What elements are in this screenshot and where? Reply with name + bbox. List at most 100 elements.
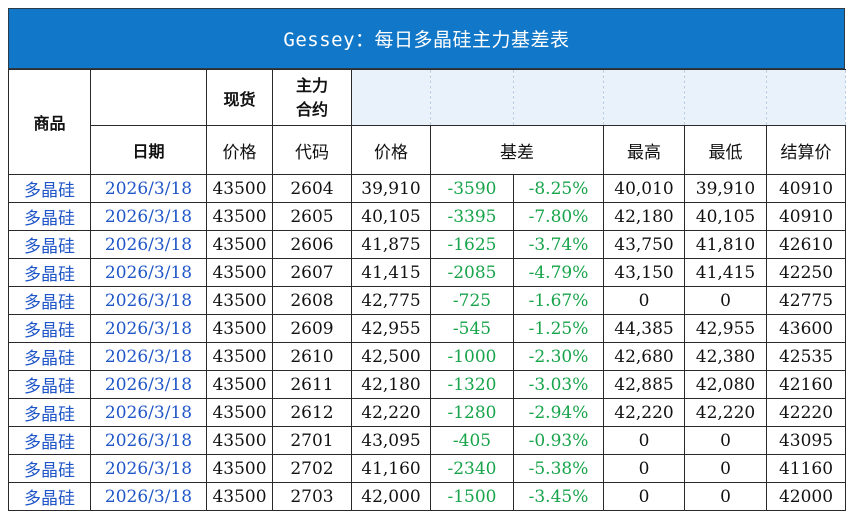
cell-spot-price: 43500: [206, 398, 273, 427]
header-settle: 结算价: [766, 125, 846, 175]
cell-settle: 42220: [766, 398, 846, 427]
cell-basis-pct: -2.30%: [513, 342, 604, 371]
cell-spot-price: 43500: [206, 230, 273, 259]
cell-basis-pct: -3.45%: [513, 482, 604, 511]
header-high: 最高: [603, 125, 685, 175]
cell-high: 0: [603, 482, 685, 511]
cell-contract-code: 2605: [272, 202, 352, 231]
cell-price: 39,910: [351, 174, 431, 203]
cell-low: 41,810: [684, 230, 767, 259]
cell-price: 42,180: [351, 370, 431, 399]
cell-product: 多晶硅: [8, 314, 91, 343]
cell-high: 0: [603, 286, 685, 315]
cell-high: 44,385: [603, 314, 685, 343]
cell-price: 42,955: [351, 314, 431, 343]
cell-price: 42,775: [351, 286, 431, 315]
cell-basis: -405: [430, 426, 514, 455]
cell-contract-code: 2611: [272, 370, 352, 399]
cell-price: 43,095: [351, 426, 431, 455]
cell-low: 42,080: [684, 370, 767, 399]
header-product: 商品: [8, 69, 91, 175]
table-row: 多晶硅 2026/3/18 43500 2609 42,955 -545 -1.25% 44,…: [8, 314, 846, 343]
header-spot-price: 价格: [206, 125, 273, 175]
cell-high: 40,010: [603, 174, 685, 203]
table-row: 多晶硅 2026/3/18 43500 2608 42,775 -725 -1.67% 0 0 4…: [8, 286, 846, 315]
cell-price: 41,415: [351, 258, 431, 287]
cell-price: 40,105: [351, 202, 431, 231]
cell-contract-code: 2607: [272, 258, 352, 287]
cell-high: 42,180: [603, 202, 685, 231]
table-row: 多晶硅 2026/3/18 43500 2702 41,160 -2340 -5.38% 0 0…: [8, 454, 846, 483]
cell-date: 2026/3/18: [90, 482, 207, 511]
cell-spot-price: 43500: [206, 370, 273, 399]
sheet-title: Gessey：每日多晶硅主力基差表: [8, 8, 845, 69]
cell-basis-pct: -2.94%: [513, 398, 604, 427]
cell-basis: -1320: [430, 370, 514, 399]
table-row: 多晶硅 2026/3/18 43500 2701 43,095 -405 -0.93% 0 0 4…: [8, 426, 846, 455]
cell-date: 2026/3/18: [90, 174, 207, 203]
basis-sheet: Gessey：每日多晶硅主力基差表 商品 现货 主力 合约: [8, 8, 846, 511]
cell-date: 2026/3/18: [90, 230, 207, 259]
header-row-2: 日期 价格 代码 价格 基差 最高 最低 结算价: [9, 125, 846, 175]
cell-basis-pct: -0.93%: [513, 426, 604, 455]
table-row: 多晶硅 2026/3/18 43500 2703 42,000 -1500 -3.45% 0 0…: [8, 482, 846, 511]
cell-high: 0: [603, 454, 685, 483]
cell-basis-pct: -1.67%: [513, 286, 604, 315]
cell-low: 39,910: [684, 174, 767, 203]
cell-low: 41,415: [684, 258, 767, 287]
header-blank-cell: [430, 69, 514, 126]
header-blank-cell: [684, 69, 767, 126]
cell-high: 42,885: [603, 370, 685, 399]
cell-contract-code: 2612: [272, 398, 352, 427]
cell-basis: -1625: [430, 230, 514, 259]
cell-product: 多晶硅: [8, 482, 91, 511]
header-price: 价格: [351, 125, 431, 175]
cell-settle: 41160: [766, 454, 846, 483]
cell-low: 42,955: [684, 314, 767, 343]
cell-high: 43,150: [603, 258, 685, 287]
cell-basis: -3590: [430, 174, 514, 203]
cell-basis-pct: -8.25%: [513, 174, 604, 203]
cell-contract-code: 2610: [272, 342, 352, 371]
cell-low: 0: [684, 286, 767, 315]
header-code: 代码: [272, 125, 352, 175]
cell-date: 2026/3/18: [90, 202, 207, 231]
cell-basis-pct: -5.38%: [513, 454, 604, 483]
cell-product: 多晶硅: [8, 174, 91, 203]
cell-basis: -2085: [430, 258, 514, 287]
header-blank-cell: [766, 69, 846, 126]
cell-product: 多晶硅: [8, 230, 91, 259]
cell-price: 42,220: [351, 398, 431, 427]
cell-settle: 42000: [766, 482, 846, 511]
cell-contract-code: 2609: [272, 314, 352, 343]
cell-settle: 42775: [766, 286, 846, 315]
cell-spot-price: 43500: [206, 482, 273, 511]
header-main-contract-line2: 合约: [295, 99, 328, 119]
cell-spot-price: 43500: [206, 454, 273, 483]
cell-basis-pct: -7.80%: [513, 202, 604, 231]
table-row: 多晶硅 2026/3/18 43500 2607 41,415 -2085 -4.79% 43…: [8, 258, 846, 287]
header-blank-cell: [351, 69, 431, 126]
cell-basis: -545: [430, 314, 514, 343]
cell-date: 2026/3/18: [90, 398, 207, 427]
table-row: 多晶硅 2026/3/18 43500 2604 39,910 -3590 -8.25% 40…: [8, 174, 846, 203]
cell-basis: -1280: [430, 398, 514, 427]
cell-settle: 42535: [766, 342, 846, 371]
cell-product: 多晶硅: [8, 454, 91, 483]
cell-basis-pct: -4.79%: [513, 258, 604, 287]
cell-contract-code: 2606: [272, 230, 352, 259]
cell-spot-price: 43500: [206, 426, 273, 455]
cell-price: 42,500: [351, 342, 431, 371]
cell-high: 43,750: [603, 230, 685, 259]
header-spot: 现货: [206, 69, 273, 126]
cell-basis: -1500: [430, 482, 514, 511]
table-row: 多晶硅 2026/3/18 43500 2606 41,875 -1625 -3.74% 43…: [8, 230, 846, 259]
cell-product: 多晶硅: [8, 202, 91, 231]
cell-basis-pct: -3.74%: [513, 230, 604, 259]
cell-spot-price: 43500: [206, 342, 273, 371]
header-main-contract: 主力 合约: [272, 69, 352, 126]
header-blank-cell: [513, 69, 604, 126]
cell-spot-price: 43500: [206, 286, 273, 315]
cell-low: 42,220: [684, 398, 767, 427]
cell-date: 2026/3/18: [90, 370, 207, 399]
